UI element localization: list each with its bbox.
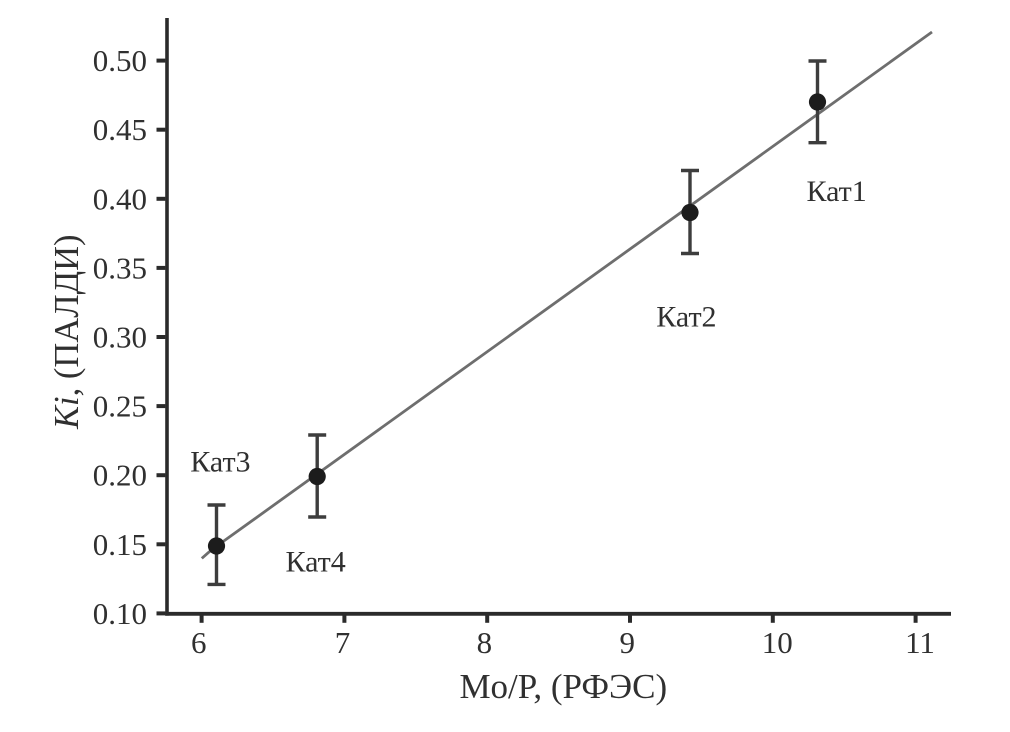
svg-text:0.35: 0.35 <box>93 250 147 285</box>
svg-text:0.10: 0.10 <box>93 596 147 631</box>
svg-text:Кат1: Кат1 <box>807 175 867 208</box>
svg-text:0.50: 0.50 <box>93 43 147 78</box>
svg-text:0.45: 0.45 <box>93 112 147 147</box>
svg-text:Кат4: Кат4 <box>286 546 346 579</box>
svg-text:6: 6 <box>191 625 207 660</box>
svg-text:Ki, (ПАЛДИ): Ki, (ПАЛДИ) <box>48 234 86 430</box>
svg-text:Кат2: Кат2 <box>656 301 716 334</box>
svg-text:10: 10 <box>762 625 793 660</box>
svg-text:9: 9 <box>619 625 635 660</box>
svg-text:Кат3: Кат3 <box>190 446 250 479</box>
svg-text:Mo/P, (РФЭС): Mo/P, (РФЭС) <box>459 667 667 706</box>
svg-text:8: 8 <box>477 625 493 660</box>
svg-text:0.30: 0.30 <box>93 320 147 355</box>
svg-text:7: 7 <box>335 625 351 660</box>
svg-text:11: 11 <box>905 625 935 660</box>
svg-text:0.25: 0.25 <box>93 389 147 424</box>
svg-text:0.40: 0.40 <box>93 181 147 216</box>
svg-text:0.20: 0.20 <box>93 458 147 493</box>
svg-text:0.15: 0.15 <box>93 527 147 562</box>
